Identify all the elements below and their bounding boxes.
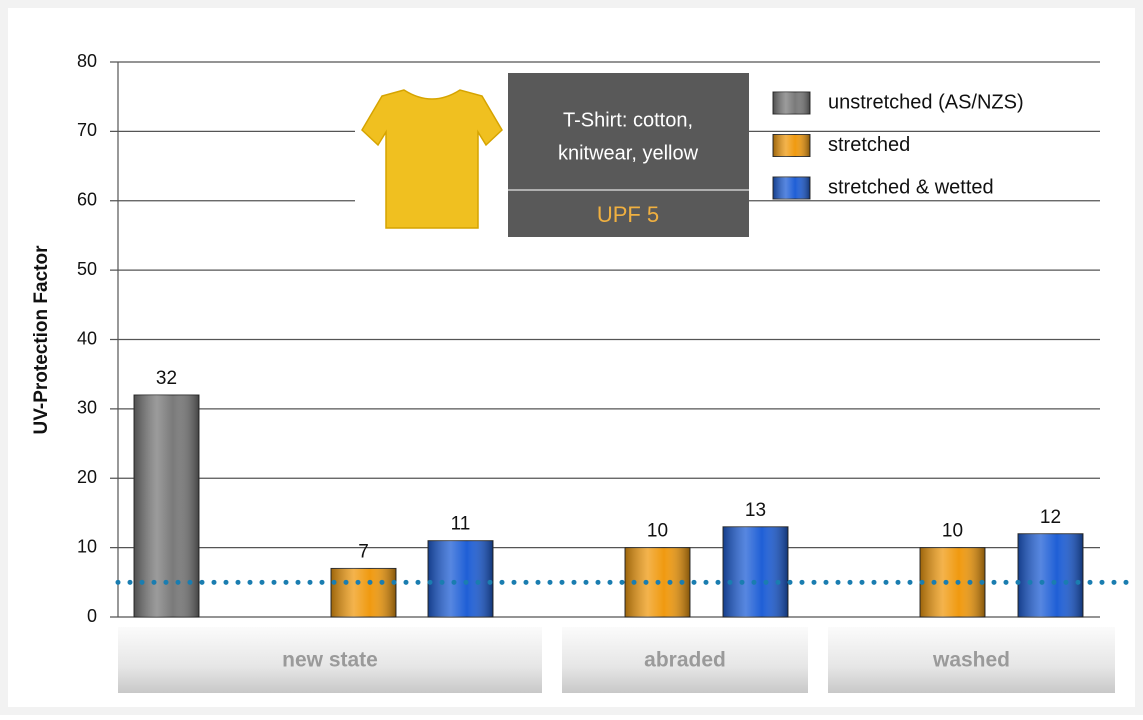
data-label: 11 bbox=[451, 514, 471, 535]
y-tick-label: 60 bbox=[77, 190, 97, 210]
bar-shade bbox=[920, 548, 985, 617]
y-tick-label: 30 bbox=[77, 398, 97, 418]
legend-swatch-shade bbox=[773, 135, 810, 157]
data-label: 10 bbox=[942, 521, 963, 542]
bar-shade bbox=[428, 541, 493, 617]
y-tick-label: 20 bbox=[77, 467, 97, 487]
info-text: knitwear, yellow bbox=[558, 142, 699, 164]
info-box: T-Shirt: cotton, knitwear, yellow UPF 5 bbox=[355, 73, 749, 237]
data-label: 10 bbox=[647, 521, 668, 542]
x-tick-label: washed bbox=[932, 649, 1010, 672]
data-label: 32 bbox=[156, 368, 177, 389]
legend-label: unstretched (AS/NZS) bbox=[828, 91, 1024, 113]
legend-swatch-shade bbox=[773, 177, 810, 199]
bar-shade bbox=[1018, 534, 1083, 617]
y-axis-label: UV-Protection Factor bbox=[31, 245, 52, 435]
info-rating: UPF 5 bbox=[597, 202, 659, 227]
x-tick-label: new state bbox=[282, 649, 378, 672]
data-label: 12 bbox=[1040, 507, 1061, 528]
y-tick-label: 10 bbox=[77, 536, 97, 556]
legend-label: stretched bbox=[828, 134, 910, 156]
y-tick-label: 0 bbox=[87, 606, 97, 626]
data-label: 13 bbox=[745, 500, 766, 521]
bar-shade bbox=[331, 568, 396, 617]
y-tick-label: 40 bbox=[77, 328, 97, 348]
info-text: T-Shirt: cotton, bbox=[563, 109, 693, 131]
data-label: 7 bbox=[358, 541, 369, 562]
y-tick-label: 50 bbox=[77, 259, 97, 279]
x-tick-label: abraded bbox=[644, 649, 726, 672]
y-tick-label: 80 bbox=[77, 51, 97, 71]
bar-shade bbox=[723, 527, 788, 617]
y-tick-label: 70 bbox=[77, 120, 97, 140]
legend-swatch-shade bbox=[773, 92, 810, 114]
legend-label: stretched & wetted bbox=[828, 176, 994, 198]
chart: UV-Protection Factor 0 10 20 30 40 50 60 70 80 T… bbox=[0, 0, 1143, 715]
